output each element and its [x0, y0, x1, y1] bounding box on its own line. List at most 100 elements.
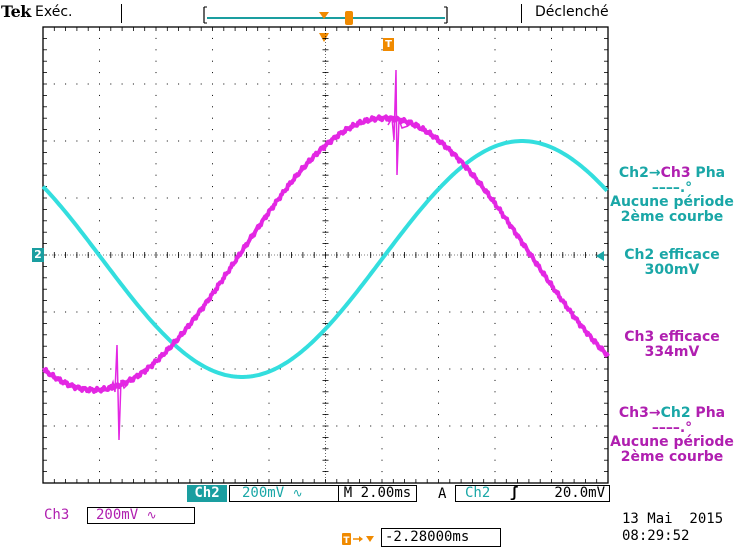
grid-dot [223, 311, 225, 313]
grid-dot [596, 197, 598, 199]
grid-dot [245, 197, 247, 199]
grid-dot [415, 311, 417, 313]
grid-dot [155, 60, 157, 62]
grid-dot [99, 220, 100, 222]
grid-dot [212, 436, 213, 438]
grid-dot [494, 231, 496, 233]
grid-dot [212, 459, 213, 461]
grid-dot [381, 436, 383, 438]
grid-dot [438, 83, 439, 85]
grid-dot [573, 425, 575, 427]
grid-dot [302, 425, 304, 427]
grid-dot [438, 117, 439, 119]
grid-dot [539, 368, 541, 370]
grid-dot [268, 265, 270, 267]
grid-dot [370, 140, 372, 142]
ch2-ground-marker[interactable]: 2 [32, 248, 44, 262]
grid-dot [517, 197, 519, 199]
grid-dot [494, 140, 496, 142]
trigger-info-box[interactable]: Ch2 ʃ 20.0mV [455, 485, 610, 502]
record-position-bar[interactable] [203, 6, 448, 24]
ch2-waveform [41, 139, 609, 379]
grid-dot [212, 106, 213, 108]
grid-dot [313, 197, 315, 199]
record-window-indicator[interactable] [345, 11, 353, 25]
grid-dot [438, 60, 439, 62]
grid-dot [279, 140, 281, 142]
grid-dot [268, 106, 270, 108]
grid-dot [336, 368, 338, 370]
m2-label: Ch2 efficace [624, 247, 720, 263]
grid-dot [551, 174, 552, 176]
grid-dot [494, 402, 496, 404]
grid-dot [155, 106, 157, 108]
horizontal-position[interactable]: -2.28000ms [381, 528, 501, 547]
grid-dot [381, 60, 383, 62]
trigger-point-icon[interactable]: T [383, 38, 394, 51]
ch3-scale-box[interactable]: 200mV ∿ [87, 507, 195, 524]
grid-dot [336, 425, 338, 427]
grid-dot [517, 311, 519, 313]
grid-dot [438, 220, 439, 222]
trigger-delay-marker[interactable] [319, 27, 329, 46]
grid-dot [517, 368, 519, 370]
grid-dot [392, 368, 394, 370]
ch3-label[interactable]: Ch3 [44, 507, 70, 523]
grid-dot [189, 368, 191, 370]
grid-dot [212, 414, 213, 416]
grid-dot [551, 208, 552, 210]
grid-dot [449, 311, 451, 313]
grid-dot [99, 37, 100, 39]
grid-dot [551, 106, 552, 108]
grid-dot [268, 357, 270, 359]
grid-dot [53, 140, 55, 142]
grid-dot [268, 231, 270, 233]
grid-dot [212, 334, 213, 336]
grid-dot [584, 140, 586, 142]
grid-dot [494, 414, 496, 416]
grid-dot [438, 425, 439, 427]
grid-dot [573, 140, 575, 142]
grid-dot [212, 288, 213, 290]
m4-target: Ch2 [660, 405, 691, 421]
grid-dot [178, 197, 180, 199]
grid-dot [438, 265, 439, 267]
grid-dot [155, 391, 157, 393]
grid-dot [505, 425, 507, 427]
grid-dot [505, 83, 507, 85]
grid-dot [584, 311, 586, 313]
grid-dot [200, 425, 202, 427]
grid-dot [551, 49, 552, 51]
grid-dot [99, 334, 100, 336]
ch2-scale-box[interactable]: 200mV ∿ [229, 485, 347, 502]
grid-dot [460, 368, 462, 370]
grid-dot [99, 300, 100, 302]
grid-dot [381, 208, 383, 210]
grid-dot [132, 140, 134, 142]
grid-dot [551, 334, 552, 336]
grid-dot [471, 368, 473, 370]
grid-dot [460, 311, 462, 313]
grid-dot [539, 197, 541, 199]
timebase[interactable]: M 2.00ms [338, 485, 417, 502]
grid-dot [268, 436, 270, 438]
grid-dot [528, 311, 530, 313]
ch3-waveform [42, 114, 610, 394]
m1-arrow: → [648, 165, 661, 181]
grid-dot [551, 151, 552, 153]
grid-dot [65, 368, 67, 370]
grid-dot [494, 368, 496, 370]
grid-dot [370, 311, 372, 313]
m1-type: Pha [690, 165, 726, 181]
grid-dot [415, 197, 417, 199]
grid-dot [212, 300, 213, 302]
grid-dot [358, 311, 360, 313]
grid-dot [268, 83, 270, 85]
grid-dot [471, 311, 473, 313]
trigger-status: Déclenché [535, 4, 609, 20]
grid-dot [291, 197, 293, 199]
ch2-label[interactable]: Ch2 [187, 485, 227, 502]
trigger-level-marker[interactable] [596, 246, 604, 265]
grid-dot [551, 402, 552, 404]
